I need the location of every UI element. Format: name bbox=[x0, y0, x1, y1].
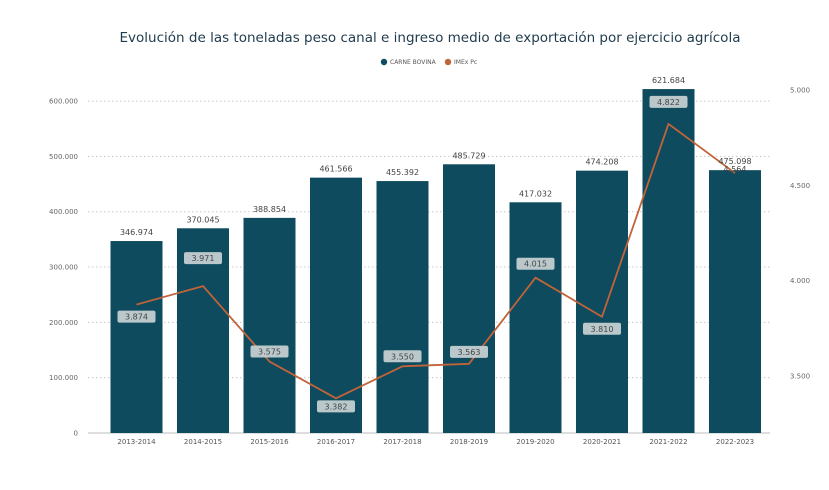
line-data-label: 3.575 bbox=[258, 348, 281, 357]
x-tick-label: 2013-2014 bbox=[117, 438, 156, 446]
line-data-label: 4.564 bbox=[724, 165, 747, 174]
bar-data-labels: 346.974 370.045 388.854 461.566 455.392 485.7… bbox=[120, 76, 752, 237]
line-data-label: 4.822 bbox=[657, 98, 680, 107]
x-tick-label: 2020-2021 bbox=[583, 438, 621, 446]
chart-title: Evolución de las toneladas peso canal e … bbox=[120, 30, 741, 46]
x-tick-label: 2014-2015 bbox=[184, 438, 222, 446]
line-data-label: 3.971 bbox=[192, 254, 215, 263]
bar bbox=[642, 89, 695, 434]
line-series bbox=[136, 123, 736, 400]
legend: CARNE BOVINA IMEx Pc bbox=[380, 58, 477, 66]
line-label-background bbox=[649, 95, 688, 108]
bar bbox=[243, 217, 296, 433]
bar-data-label: 346.974 bbox=[120, 228, 153, 237]
bar-data-label: 475.098 bbox=[718, 157, 751, 166]
left-tick-label: 500.000 bbox=[49, 153, 78, 161]
left-tick-label: 600.000 bbox=[49, 98, 78, 106]
line-data-label: 3.874 bbox=[125, 313, 148, 322]
x-tick-label: 2021-2022 bbox=[649, 438, 687, 446]
x-tick-label: 2018-2019 bbox=[450, 438, 488, 446]
bar bbox=[443, 164, 495, 434]
line-data-labels: 3.874 3.971 3.575 3.382 3.550 3.563 4.015 3.810… bbox=[117, 95, 747, 413]
line-label-background bbox=[250, 345, 289, 358]
line-label-background bbox=[117, 310, 156, 323]
right-tick-label: 4.000 bbox=[790, 277, 810, 285]
bar bbox=[709, 170, 761, 434]
bar-data-label: 461.566 bbox=[319, 165, 352, 174]
x-tick-label: 2015-2016 bbox=[250, 438, 289, 446]
right-tick-label: 4.500 bbox=[790, 182, 810, 190]
imex-line bbox=[136, 123, 736, 400]
right-tick-label: 3.500 bbox=[790, 372, 810, 380]
x-tick-label: 2016-2017 bbox=[317, 438, 355, 446]
left-tick-label: 300.000 bbox=[49, 264, 78, 272]
bar-data-label: 388.854 bbox=[253, 205, 286, 214]
bar-data-label: 417.032 bbox=[519, 189, 552, 198]
left-y-axis: 0 100.000 200.000 300.000 400.000 500.000 600.… bbox=[49, 98, 78, 438]
bar-series bbox=[110, 89, 761, 434]
legend-marker-carne-bovina bbox=[380, 58, 388, 66]
line-label-background bbox=[383, 350, 422, 363]
line-data-label: 3.382 bbox=[325, 402, 348, 411]
left-tick-label: 0 bbox=[74, 430, 78, 438]
line-data-label: 3.810 bbox=[591, 325, 614, 334]
line-data-label: 3.550 bbox=[391, 352, 414, 361]
right-y-axis: 3.500 4.000 4.500 5.000 bbox=[790, 87, 810, 381]
x-tick-label: 2022-2023 bbox=[716, 438, 754, 446]
bar-data-label: 455.392 bbox=[386, 168, 419, 177]
line-data-label: 3.563 bbox=[458, 348, 481, 357]
line-label-background bbox=[184, 252, 222, 265]
bar bbox=[110, 241, 163, 433]
bar-data-label: 621.684 bbox=[652, 76, 685, 85]
x-axis: 2013-2014 2014-2015 2015-2016 2016-2017 2017… bbox=[117, 438, 754, 446]
bar bbox=[509, 202, 562, 433]
left-tick-label: 200.000 bbox=[49, 319, 78, 327]
bar-data-label: 485.729 bbox=[452, 151, 485, 160]
x-tick-label: 2017-2018 bbox=[383, 438, 421, 446]
bar bbox=[576, 170, 628, 434]
left-tick-label: 400.000 bbox=[49, 208, 78, 216]
line-label-background bbox=[317, 400, 355, 413]
left-tick-label: 100.000 bbox=[49, 374, 78, 382]
bar-data-label: 370.045 bbox=[186, 215, 219, 224]
bar bbox=[310, 177, 362, 433]
bar bbox=[376, 181, 429, 433]
legend-marker-imex-pc bbox=[444, 58, 452, 66]
line-label-background bbox=[516, 257, 555, 270]
legend-label-imex-pc: IMEx Pc bbox=[454, 59, 477, 66]
bar-data-label: 474.208 bbox=[585, 158, 618, 167]
line-data-label: 4.015 bbox=[524, 260, 547, 269]
x-tick-label: 2019-2020 bbox=[516, 438, 554, 446]
line-label-background bbox=[450, 345, 488, 358]
right-tick-label: 5.000 bbox=[790, 87, 810, 95]
line-label-background bbox=[583, 322, 621, 335]
legend-label-carne-bovina: CARNE BOVINA bbox=[390, 59, 437, 66]
